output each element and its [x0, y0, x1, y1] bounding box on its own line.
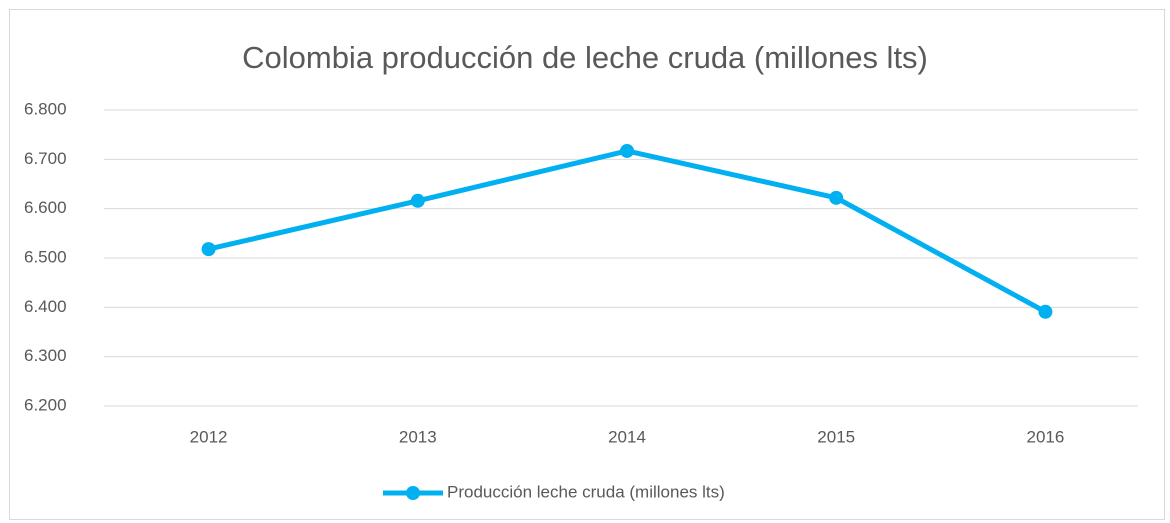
y-tick-label: 6.800 [24, 99, 67, 118]
y-tick-label: 6.300 [24, 346, 67, 365]
x-tick-label: 2012 [190, 427, 228, 446]
y-tick-label: 6.500 [24, 247, 67, 266]
data-point [1038, 304, 1053, 319]
x-tick-label: 2016 [1026, 427, 1064, 446]
data-point [201, 242, 216, 257]
chart-border [9, 9, 1165, 520]
x-tick-label: 2013 [399, 427, 437, 446]
y-tick-label: 6.400 [24, 297, 67, 316]
x-tick-label: 2015 [817, 427, 855, 446]
y-tick-label: 6.600 [24, 198, 67, 217]
data-point [829, 190, 844, 205]
legend-marker [406, 486, 420, 500]
legend-label: Producción leche cruda (millones lts) [447, 482, 725, 501]
data-point [410, 193, 425, 208]
y-tick-label: 6.200 [24, 395, 67, 414]
chart-title: Colombia producción de leche cruda (mill… [242, 40, 928, 75]
x-tick-label: 2014 [608, 427, 646, 446]
y-tick-label: 6.700 [24, 149, 67, 168]
data-point [620, 143, 634, 158]
